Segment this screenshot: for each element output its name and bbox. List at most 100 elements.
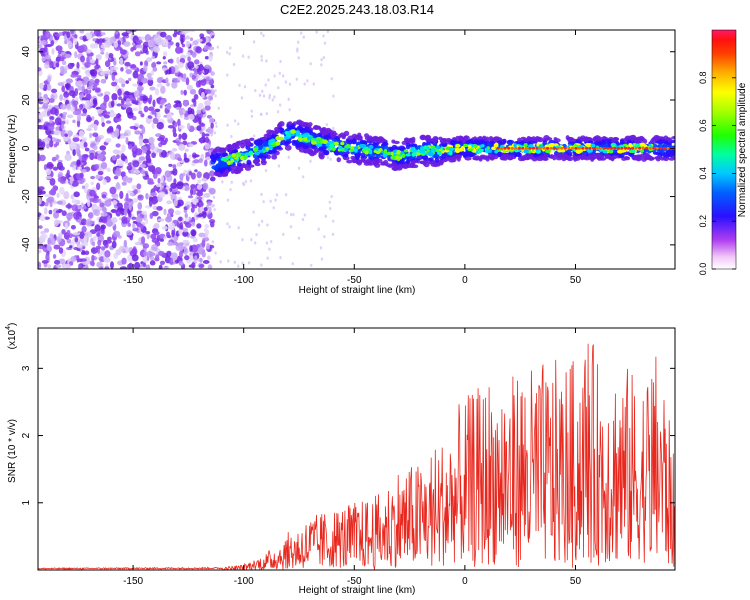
spectrogram-peak-point (602, 146, 606, 150)
spectrogram-sparse-point (250, 109, 253, 113)
spectrogram-core-point (528, 144, 534, 148)
spectrogram-noise-point (134, 51, 141, 57)
spectrogram-noise-point (80, 202, 84, 208)
spectrogram-x-tick-label: 0 (462, 275, 468, 286)
spectrogram-noise-point (114, 205, 118, 209)
spectrogram-noise-point (61, 85, 66, 93)
spectrogram-noise-point (125, 192, 129, 202)
spectrogram-peak-point (528, 146, 532, 150)
spectrogram-core-point (426, 149, 431, 153)
spectrogram-core-point (427, 151, 434, 157)
spectrogram-noise-point (49, 119, 53, 124)
spectrogram-band-point (671, 136, 675, 140)
spectrogram-noise-point (84, 231, 93, 238)
spectrogram-noise-point (131, 184, 137, 190)
spectrogram-noise-point (160, 31, 167, 38)
spectrogram-noise-point (111, 66, 119, 71)
spectrogram-sparse-point (221, 180, 224, 184)
snr-x-ticks: -150 -100 -50 0 50 (123, 328, 581, 587)
spectrogram-peak-point (659, 146, 663, 150)
spectrogram-noise-point (175, 46, 183, 54)
snr-x-tick-label: 50 (570, 576, 582, 587)
spectrogram-core-point (295, 130, 300, 135)
spectrogram-noise-point (197, 179, 202, 184)
spectrogram-sparse-point (233, 260, 237, 264)
spectrogram-noise-point (126, 177, 133, 184)
spectrogram-sparse-point (301, 217, 305, 222)
spectrogram-band-point (385, 163, 393, 168)
spectrogram-noise-point (167, 43, 171, 49)
snr-y-ticks: 1 2 3 (21, 365, 675, 506)
spectrogram-core-point (243, 155, 248, 160)
spectrogram-noise-point (88, 211, 94, 219)
spectrogram-noise-point (150, 233, 157, 240)
spectrogram-core-point (240, 152, 245, 156)
spectrogram-sparse-point (296, 47, 299, 51)
snr-x-tick-label: 0 (462, 576, 468, 587)
spectrogram-noise-point (152, 172, 158, 179)
spectrogram-noise-point (46, 110, 51, 117)
spectrogram-sparse-point (226, 222, 229, 226)
spectrogram-noise-point (111, 93, 118, 101)
spectrogram-noise-point (142, 65, 148, 72)
spectrogram-band-point (253, 139, 261, 146)
spectrogram-peak-point (507, 146, 511, 150)
spectrogram-noise-point (178, 124, 185, 130)
spectrogram-sparse-point (249, 179, 253, 183)
spectrogram-band-point (658, 139, 664, 144)
spectrogram-noise-point (94, 224, 101, 232)
spectrogram-noise-point (151, 55, 156, 60)
spectrogram-noise-point (173, 198, 178, 207)
spectrogram-sparse-point (214, 251, 217, 255)
spectrogram-noise-point (146, 72, 152, 79)
spectrogram-noise-point (119, 266, 128, 269)
spectrogram-noise-point (191, 51, 197, 58)
spectrogram-noise-point (124, 91, 131, 96)
spectrogram-band-point (372, 141, 377, 148)
spectrogram-band-point (283, 141, 289, 147)
spectrogram-noise-point (154, 88, 160, 96)
spectrogram-noise-point (203, 89, 212, 95)
spectrogram-noise-point (149, 94, 153, 102)
spectrogram-noise-point (188, 30, 196, 33)
spectrogram-noise-point (90, 123, 96, 128)
spectrogram-core-point (265, 146, 269, 151)
spectrogram-noise-point (168, 163, 173, 167)
spectrogram-noise-point (187, 56, 191, 62)
spectrogram-sparse-point (279, 59, 282, 64)
spectrogram-noise-point (205, 76, 210, 82)
spectrogram-noise-point (201, 210, 207, 219)
spectrogram-noise-point (72, 119, 76, 123)
spectrogram-noise-point (166, 102, 171, 111)
spectrogram-band-point (439, 155, 444, 161)
spectrogram-band-point (346, 159, 353, 164)
spectrogram-core-point (302, 137, 309, 142)
spectrogram-peak-point (623, 146, 628, 150)
spectrogram-noise-point (172, 164, 177, 169)
spectrogram-noise-point (57, 177, 63, 183)
spectrogram-noise-point (78, 130, 85, 138)
spectrogram-sparse-point (267, 78, 270, 82)
spectrogram-noise-point (57, 82, 65, 87)
spectrogram-noise-point (102, 70, 110, 74)
spectrogram-peak-point (630, 146, 635, 150)
spectrogram-noise-point (108, 52, 114, 59)
spectrogram-noise-point (206, 201, 212, 206)
spectrogram-noise-point (203, 192, 211, 198)
spectrogram-band-point (343, 153, 349, 158)
spectrogram-band-point (597, 136, 603, 142)
spectrogram-noise-point (72, 149, 76, 157)
spectrogram-noise-point (115, 143, 121, 148)
spectrogram-noise-point (67, 114, 74, 119)
spectrogram-noise-point (100, 246, 106, 251)
spectrogram-noise-point (53, 259, 61, 265)
spectrogram-band-point (276, 145, 282, 150)
spectrogram-sparse-point (225, 50, 229, 55)
spectrogram-sparse-point (253, 241, 257, 245)
spectrogram-noise-point (87, 100, 94, 107)
spectrogram-noise-point (182, 109, 186, 114)
spectrogram-core-point (322, 139, 328, 145)
spectrogram-sparse-point (266, 223, 269, 227)
spectrogram-noise-point (145, 230, 151, 235)
